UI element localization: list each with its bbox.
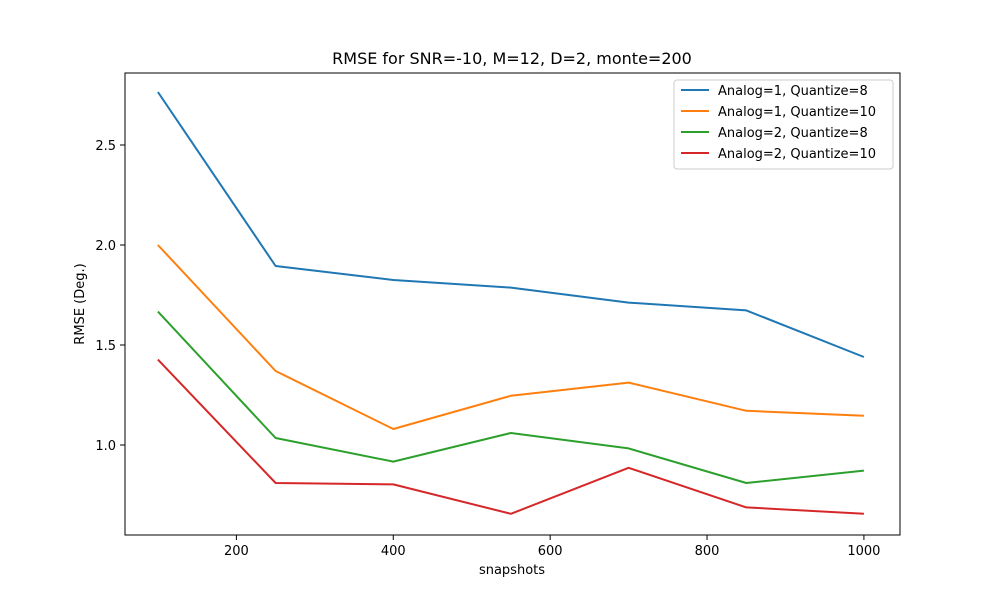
series-line-4 — [157, 358, 864, 515]
series-lines — [157, 91, 865, 515]
x-tick-label: 1000 — [847, 544, 880, 559]
series-line-3 — [157, 310, 865, 484]
legend-label: Analog=1, Quantize=8 — [718, 84, 868, 99]
x-axis-ticks: 200 400 600 800 1000 — [224, 535, 880, 559]
series-line-1 — [157, 91, 865, 358]
x-tick-label: 200 — [224, 544, 249, 559]
y-tick-label: 1.0 — [95, 439, 116, 454]
legend: Analog=1, Quantize=8 Analog=1, Quantize=1… — [673, 79, 894, 170]
x-tick-label: 800 — [695, 544, 720, 559]
y-tick-label: 2.5 — [95, 139, 116, 154]
legend-label: Analog=2, Quantize=8 — [718, 126, 868, 141]
y-axis-label: RMSE (Deg.) — [73, 263, 88, 344]
legend-label: Analog=1, Quantize=10 — [718, 105, 876, 120]
series-line-2 — [157, 244, 864, 430]
y-tick-label: 2.0 — [95, 239, 116, 254]
plot-area — [124, 72, 901, 536]
legend-box — [673, 79, 894, 170]
x-tick-label: 400 — [381, 544, 406, 559]
legend-label: Analog=2, Quantize=10 — [718, 147, 876, 162]
y-axis-ticks: 1.0 1.5 2.0 2.5 — [95, 139, 125, 454]
x-tick-label: 600 — [538, 544, 563, 559]
y-tick-label: 1.5 — [95, 339, 116, 354]
x-axis-label: snapshots — [479, 563, 545, 578]
plot-frame — [124, 72, 901, 536]
chart-title: RMSE for SNR=-10, M=12, D=2, monte=200 — [332, 49, 692, 68]
